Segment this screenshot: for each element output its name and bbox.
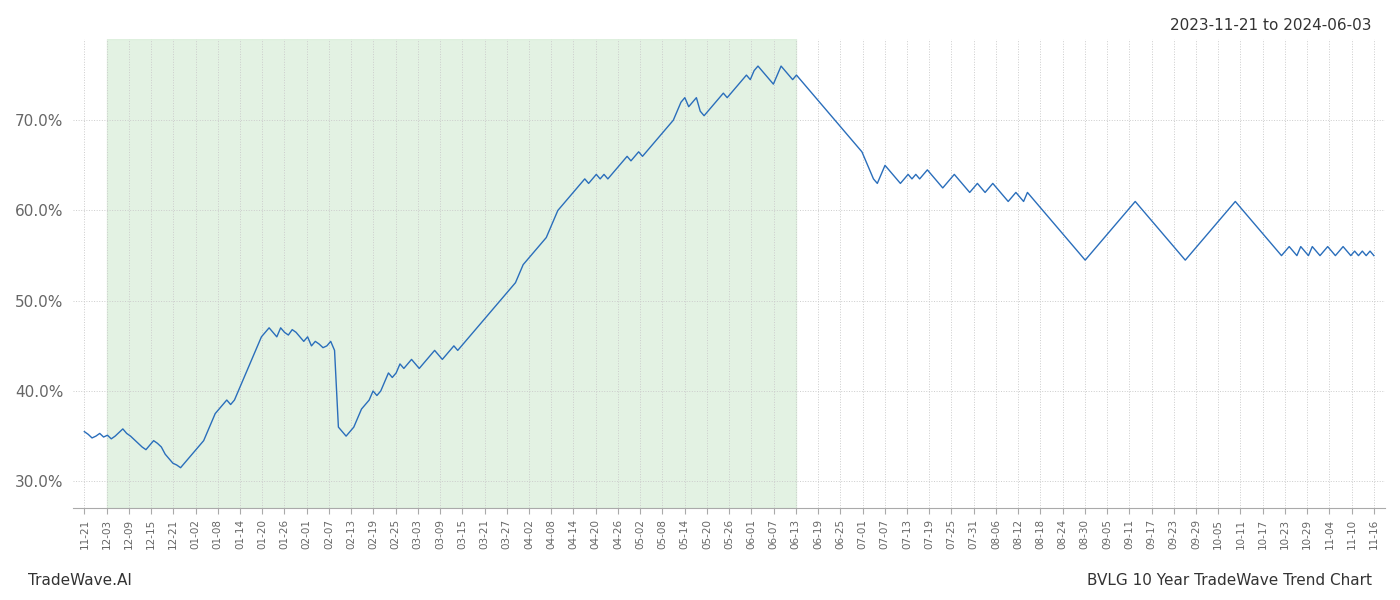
Bar xyxy=(106,39,795,508)
Text: BVLG 10 Year TradeWave Trend Chart: BVLG 10 Year TradeWave Trend Chart xyxy=(1086,573,1372,588)
Text: 2023-11-21 to 2024-06-03: 2023-11-21 to 2024-06-03 xyxy=(1170,18,1372,33)
Text: TradeWave.AI: TradeWave.AI xyxy=(28,573,132,588)
